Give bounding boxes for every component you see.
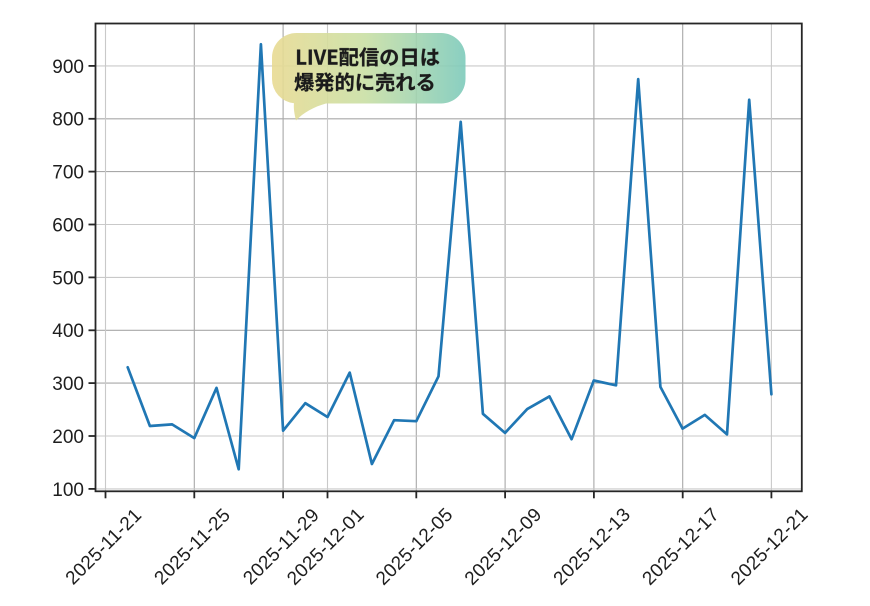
svg-text:300: 300 [52,374,84,395]
svg-text:2025-12-13: 2025-12-13 [550,504,635,589]
svg-text:500: 500 [52,268,84,289]
svg-text:600: 600 [52,215,84,236]
svg-text:400: 400 [52,321,84,342]
svg-text:2025-11-25: 2025-11-25 [151,505,235,589]
svg-text:2025-12-05: 2025-12-05 [372,504,457,589]
svg-text:900: 900 [52,57,84,78]
svg-text:100: 100 [52,480,84,501]
svg-text:200: 200 [52,427,84,448]
svg-text:700: 700 [52,163,84,184]
svg-text:800: 800 [52,110,84,131]
svg-text:2025-11-21: 2025-11-21 [62,505,146,589]
svg-text:2025-12-09: 2025-12-09 [461,504,546,589]
svg-text:2025-12-17: 2025-12-17 [639,504,724,589]
svg-text:2025-12-21: 2025-12-21 [727,504,812,589]
